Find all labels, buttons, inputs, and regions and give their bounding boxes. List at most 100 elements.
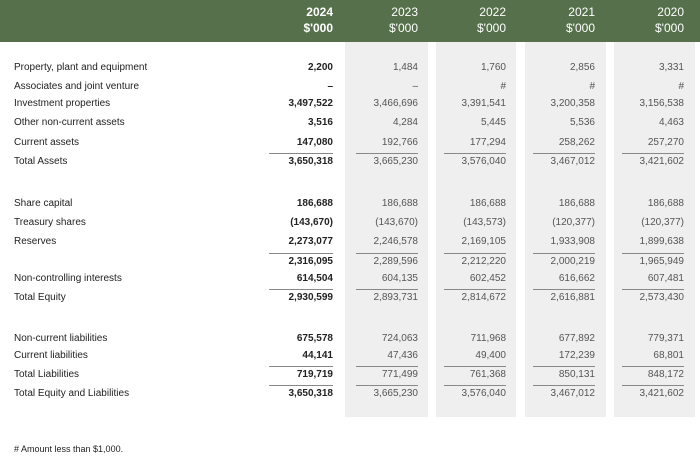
total-rule xyxy=(533,366,595,367)
total-rule xyxy=(444,289,506,290)
table-cell: 677,892 xyxy=(558,333,595,344)
table-cell: 3,391,541 xyxy=(461,98,507,109)
row-label: Other non-current assets xyxy=(14,117,125,128)
table-cell: 2,316,095 xyxy=(288,256,334,267)
table-cell: 1,933,908 xyxy=(550,236,596,247)
table-cell: 614,504 xyxy=(296,273,333,284)
table-cell: 2,893,731 xyxy=(373,292,419,303)
table-cell: 49,400 xyxy=(475,350,506,361)
table-cell: # xyxy=(589,81,595,92)
table-cell: 2,169,105 xyxy=(461,236,507,247)
row-label: Treasury shares xyxy=(14,217,86,228)
total-rule xyxy=(533,253,595,254)
table-cell: – xyxy=(412,81,418,92)
table-cell: 3,467,012 xyxy=(550,156,596,167)
total-rule xyxy=(533,153,595,154)
table-cell: 3,421,602 xyxy=(639,156,685,167)
table-cell: 2,616,881 xyxy=(550,292,596,303)
table-cell: 771,499 xyxy=(381,369,418,380)
total-rule xyxy=(356,289,418,290)
table-cell: 2,856 xyxy=(569,62,595,73)
table-cell: (143,670) xyxy=(290,217,333,228)
table-cell: 186,688 xyxy=(381,198,418,209)
column-year: 2021 xyxy=(568,5,595,19)
table-cell: 3,576,040 xyxy=(461,156,507,167)
column-unit: $'000 xyxy=(566,21,595,35)
table-cell: 3,497,522 xyxy=(288,98,334,109)
column-unit: $'000 xyxy=(389,21,418,35)
table-cell: 258,262 xyxy=(558,137,595,148)
row-label: Current assets xyxy=(14,137,80,148)
table-cell: 719,719 xyxy=(296,369,333,380)
total-rule xyxy=(622,366,684,367)
table-cell: # xyxy=(678,81,684,92)
row-label: Total Liabilities xyxy=(14,369,80,380)
table-cell: 3,650,318 xyxy=(288,388,334,399)
table-cell: 1,760 xyxy=(480,62,506,73)
total-rule xyxy=(356,153,418,154)
table-cell: 68,801 xyxy=(653,350,684,361)
table-cell: – xyxy=(327,81,333,92)
total-rule xyxy=(533,385,595,386)
table-cell: 5,445 xyxy=(480,117,506,128)
column-year: 2023 xyxy=(391,5,418,19)
table-cell: # xyxy=(500,81,506,92)
table-cell: 675,578 xyxy=(296,333,333,344)
total-rule xyxy=(444,153,506,154)
total-rule xyxy=(356,366,418,367)
table-cell: 3,650,318 xyxy=(288,156,334,167)
table-cell: 172,239 xyxy=(558,350,595,361)
total-rule xyxy=(533,289,595,290)
table-header: 2024 $'000 2023 $'000 2022 $'000 2021 $'000 2020… xyxy=(0,0,700,42)
table-cell: 1,484 xyxy=(392,62,418,73)
total-rule xyxy=(444,366,506,367)
column-header-2020: 2020 $'000 xyxy=(604,4,684,36)
table-cell: 3,156,538 xyxy=(639,98,685,109)
table-cell: 602,452 xyxy=(469,273,506,284)
table-cell: (120,377) xyxy=(641,217,684,228)
column-year: 2024 xyxy=(306,5,333,19)
column-header-2022: 2022 $'000 xyxy=(426,4,506,36)
table-cell: 616,662 xyxy=(558,273,595,284)
table-cell: 2,573,430 xyxy=(639,292,685,303)
row-label: Current liabilities xyxy=(14,350,88,361)
total-rule xyxy=(622,253,684,254)
column-shade xyxy=(436,42,516,417)
table-cell: 4,284 xyxy=(392,117,418,128)
row-label: Total Assets xyxy=(14,156,68,167)
table-cell: 848,172 xyxy=(647,369,684,380)
table-cell: 604,135 xyxy=(381,273,418,284)
table-cell: 1,899,638 xyxy=(639,236,685,247)
column-header-2021: 2021 $'000 xyxy=(515,4,595,36)
total-rule xyxy=(269,385,333,386)
total-rule xyxy=(622,289,684,290)
table-cell: 186,688 xyxy=(469,198,506,209)
row-label: Investment properties xyxy=(14,98,111,109)
table-cell: 3,466,696 xyxy=(373,98,419,109)
table-cell: (120,377) xyxy=(552,217,595,228)
total-rule xyxy=(356,385,418,386)
table-cell: 186,688 xyxy=(296,198,333,209)
total-rule xyxy=(444,253,506,254)
table-cell: 1,965,949 xyxy=(639,256,685,267)
row-label: Total Equity and Liabilities xyxy=(14,388,130,399)
row-label: Property, plant and equipment xyxy=(14,62,148,73)
row-label: Total Equity xyxy=(14,292,66,303)
table-cell: 850,131 xyxy=(558,369,595,380)
total-rule xyxy=(269,289,333,290)
column-shade xyxy=(345,42,428,417)
table-cell: 186,688 xyxy=(558,198,595,209)
table-cell: 5,536 xyxy=(569,117,595,128)
table-cell: 3,576,040 xyxy=(461,388,507,399)
table-cell: 192,766 xyxy=(381,137,418,148)
table-cell: 2,814,672 xyxy=(461,292,507,303)
table-cell: 711,968 xyxy=(470,333,506,344)
table-cell: 2,212,220 xyxy=(461,256,507,267)
table-cell: 3,467,012 xyxy=(550,388,596,399)
table-cell: 3,331 xyxy=(658,62,684,73)
table-cell: 2,000,219 xyxy=(550,256,596,267)
column-shade xyxy=(525,42,606,417)
column-year: 2022 xyxy=(479,5,506,19)
total-rule xyxy=(269,253,333,254)
row-label: Share capital xyxy=(14,198,73,209)
